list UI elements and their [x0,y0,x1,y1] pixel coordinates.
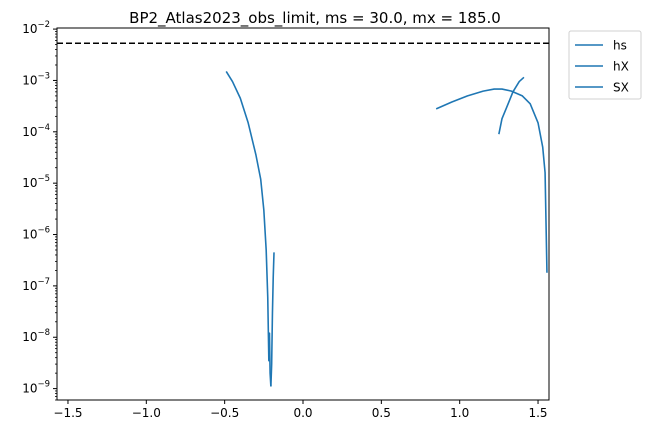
x-tick-label: 1.5 [528,406,547,420]
series-line-SX [435,88,548,273]
x-tick-label: 0.0 [293,406,312,420]
series-line-hs [225,70,272,387]
x-tick-label: −1.0 [132,406,161,420]
y-tick-label: 10−8 [22,328,50,344]
series-line-hX [270,252,275,387]
chart-title: BP2_Atlas2023_obs_limit, ms = 30.0, mx =… [129,9,501,28]
y-tick-exponent: −7 [37,277,50,287]
y-tick-label: 10−3 [22,71,50,87]
plot-frame [56,27,550,401]
y-tick-exponent: −2 [37,20,50,30]
legend-label-SX: SX [613,81,629,95]
y-tick-exponent: −8 [37,328,50,338]
y-tick-label: 10−7 [22,277,50,293]
legend-label-hX: hX [613,60,629,74]
y-tick-exponent: −5 [37,174,50,184]
x-tick-label: 1.0 [450,406,469,420]
y-tick-exponent: −9 [37,380,50,390]
y-tick-label: 10−2 [22,20,50,36]
y-tick-label: 10−5 [22,174,50,190]
y-tick-exponent: −6 [37,226,50,236]
y-tick-exponent: −3 [37,71,50,81]
legend-label-hs: hs [613,39,627,53]
y-tick-exponent: −4 [37,123,50,133]
x-tick-label: −1.5 [53,406,82,420]
x-tick-label: −0.5 [210,406,239,420]
legend: hs hX SX [568,30,642,100]
x-tick-label: 0.5 [372,406,391,420]
y-tick-label: 10−9 [22,380,50,396]
legend-box [568,30,642,100]
y-tick-label: 10−6 [22,226,50,242]
y-tick-label: 10−4 [22,123,50,139]
series-line-unlabeled-3 [498,76,525,135]
